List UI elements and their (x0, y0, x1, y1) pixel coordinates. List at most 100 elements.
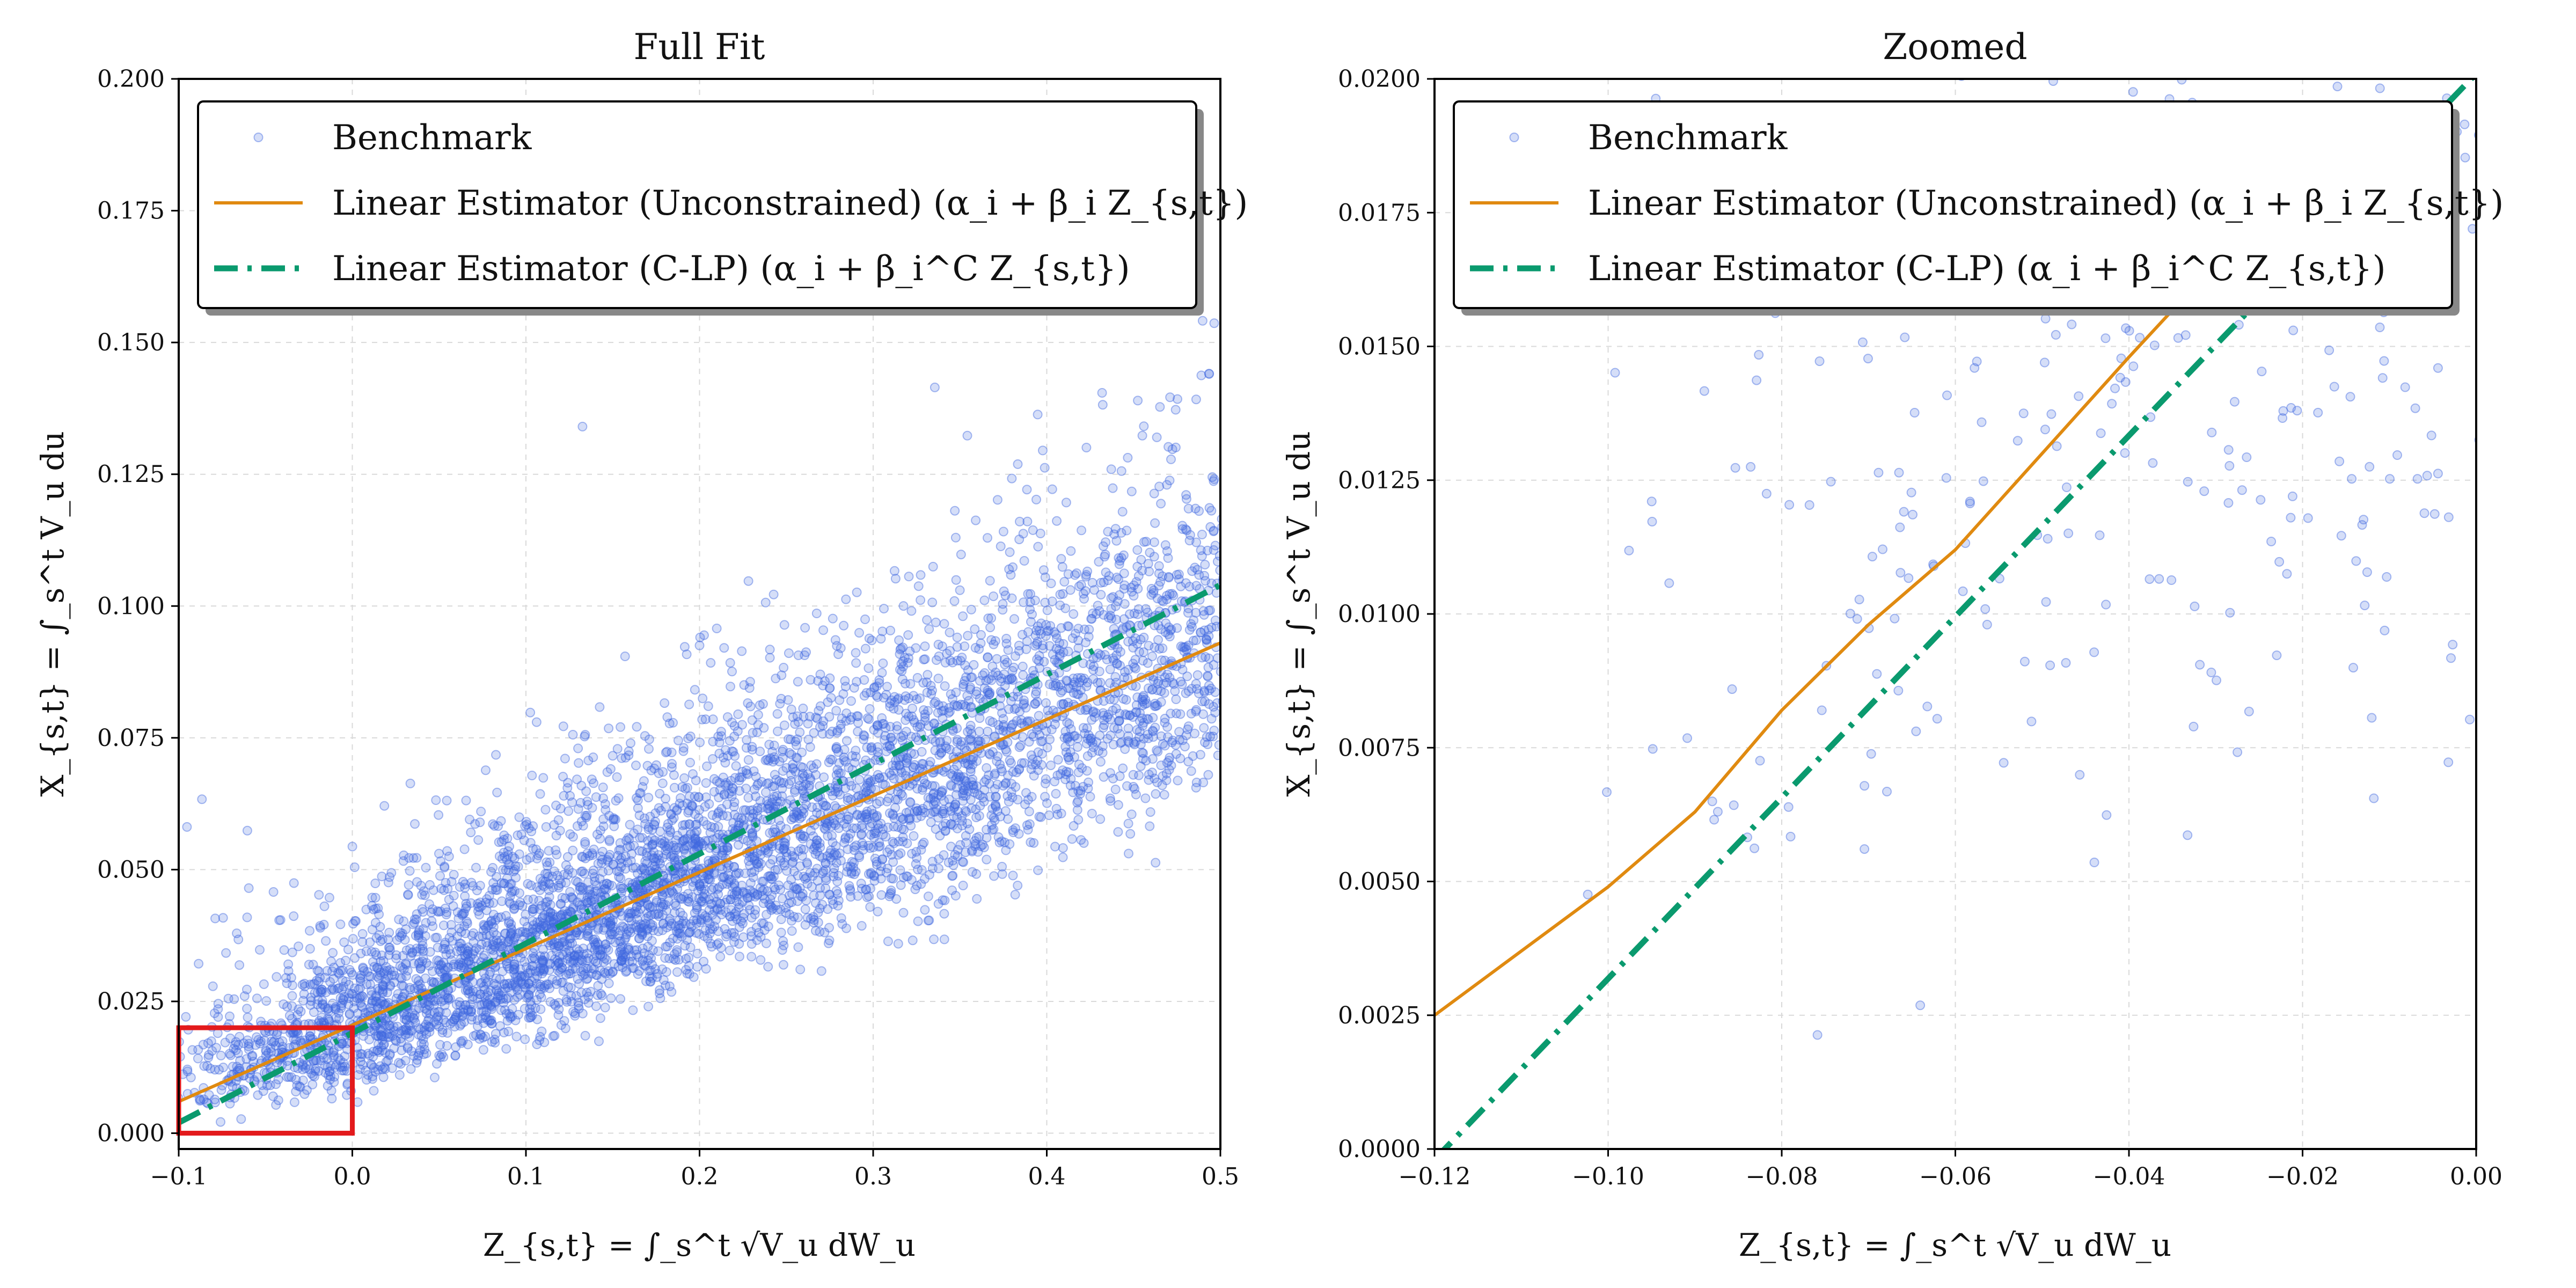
benchmark-point (511, 1031, 522, 1042)
full-fit-panel: Full Fit −0.1 0.0 0.1 0.2 0.3 0.4 0.5 0.0000.0… (34, 26, 1248, 1263)
benchmark-point (204, 1090, 214, 1100)
benchmark-point (759, 884, 769, 895)
benchmark-point (673, 735, 683, 745)
benchmark-point (441, 878, 451, 888)
benchmark-point (458, 877, 468, 887)
benchmark-point (1228, 596, 1237, 604)
benchmark-point (319, 901, 330, 911)
benchmark-point (881, 832, 891, 841)
benchmark-point (961, 838, 971, 847)
benchmark-point (951, 575, 961, 585)
benchmark-point (993, 670, 1003, 680)
benchmark-point (948, 811, 958, 822)
benchmark-point (1133, 604, 1144, 614)
benchmark-point (460, 903, 471, 913)
benchmark-point (1007, 473, 1017, 484)
benchmark-point (1140, 793, 1151, 803)
benchmark-point (454, 941, 464, 952)
benchmark-point (261, 996, 272, 1006)
benchmark-point (966, 604, 976, 614)
benchmark-point (991, 792, 1001, 802)
benchmark-point (1173, 775, 1183, 786)
benchmark-point (719, 790, 729, 800)
benchmark-point (1151, 858, 1161, 868)
benchmark-point (765, 653, 775, 663)
benchmark-point (1226, 621, 1234, 630)
benchmark-point (1037, 736, 1048, 746)
benchmark-point (1079, 674, 1089, 684)
benchmark-point (903, 630, 913, 640)
benchmark-point (1150, 722, 1160, 733)
benchmark-point (1170, 405, 1181, 415)
benchmark-point (1165, 475, 1175, 486)
benchmark-point (1148, 586, 1159, 596)
benchmark-point (1198, 709, 1208, 719)
benchmark-point (326, 1061, 336, 1071)
benchmark-point (482, 990, 492, 1000)
benchmark-point (810, 868, 820, 878)
benchmark-point (879, 604, 889, 614)
benchmark-point (589, 778, 599, 788)
benchmark-point (1159, 789, 1169, 800)
benchmark-point (1209, 702, 1219, 712)
benchmark-point (522, 992, 532, 1002)
benchmark-point (207, 1046, 217, 1056)
benchmark-point (259, 979, 269, 989)
benchmark-point (799, 794, 809, 804)
benchmark-point (1160, 655, 1170, 665)
benchmark-point (389, 977, 399, 987)
benchmark-point (545, 940, 555, 950)
benchmark-point (1228, 670, 1237, 678)
benchmark-point (1074, 759, 1084, 770)
benchmark-point (418, 907, 428, 917)
benchmark-point (703, 701, 713, 711)
benchmark-point (1114, 716, 1124, 726)
benchmark-point (535, 848, 545, 858)
benchmark-point (859, 730, 869, 740)
benchmark-point (433, 1007, 443, 1017)
benchmark-point (1135, 708, 1145, 718)
benchmark-point (742, 735, 752, 745)
benchmark-point (998, 781, 1008, 791)
benchmark-point (1029, 838, 1039, 848)
benchmark-point (942, 649, 952, 658)
benchmark-point (789, 852, 799, 862)
benchmark-point (875, 841, 885, 851)
benchmark-point (195, 1096, 205, 1106)
benchmark-point (691, 835, 700, 845)
benchmark-point (897, 736, 908, 745)
benchmark-point (776, 914, 786, 924)
benchmark-points (179, 284, 1238, 1127)
benchmark-point (643, 900, 653, 910)
benchmark-point (373, 903, 383, 913)
benchmark-point (338, 965, 348, 976)
benchmark-point (1110, 785, 1121, 794)
benchmark-point (594, 1036, 604, 1046)
benchmark-point (1093, 601, 1103, 611)
benchmark-point (577, 885, 588, 895)
benchmark-point (1230, 639, 1238, 647)
benchmark-point (1047, 484, 1057, 494)
benchmark-point (335, 919, 346, 930)
benchmark-point (917, 839, 927, 850)
benchmark-point (507, 925, 517, 935)
benchmark-point (869, 876, 880, 886)
benchmark-point (765, 645, 775, 655)
benchmark-point (786, 704, 796, 714)
benchmark-point (1221, 656, 1230, 665)
benchmark-point (971, 813, 982, 823)
benchmark-point (291, 1035, 301, 1045)
benchmark-point (1203, 662, 1213, 672)
benchmark-point (1028, 731, 1038, 742)
benchmark-point (1037, 749, 1047, 759)
benchmark-point (896, 880, 906, 890)
benchmark-point (616, 950, 626, 960)
benchmark-point (920, 641, 930, 652)
benchmark-point (1079, 594, 1089, 604)
benchmark-point (352, 993, 362, 1003)
benchmark-point (656, 806, 666, 816)
benchmark-point (883, 822, 893, 832)
benchmark-point (756, 932, 766, 942)
benchmark-point (962, 430, 972, 441)
benchmark-point (541, 979, 552, 989)
